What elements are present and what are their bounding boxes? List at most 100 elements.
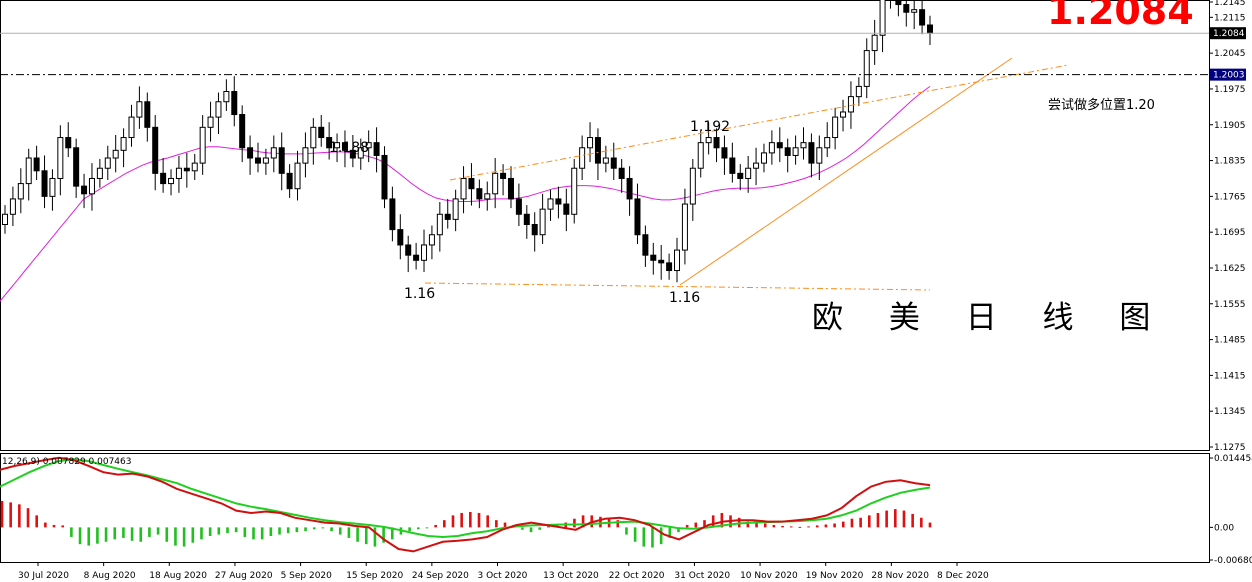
macd-histogram-bar [529,527,533,533]
candle-body [286,172,293,190]
candle-body [247,147,254,159]
macd-tick-label: -0.006800 [1214,556,1252,566]
macd-histogram-bar [96,527,99,544]
macd-histogram-bar [44,522,47,528]
candle-body [136,101,143,118]
candle-body [824,137,831,149]
candle-body [911,9,918,13]
macd-histogram-bar [755,522,758,528]
macd-histogram-bar [902,510,906,528]
macd-histogram-bar [321,527,325,529]
candle-body [626,177,633,200]
macd-histogram-bar [416,527,420,530]
time-tick-label: 3 Oct 2020 [478,571,528,581]
time-tick-label: 27 Aug 2020 [215,571,273,581]
macd-histogram-bar [156,527,160,535]
macd-histogram-bar [364,527,368,545]
macd-histogram-bar [850,518,854,528]
candle-body [713,137,720,149]
candle-body [642,234,649,256]
macd-histogram-bar [694,522,698,528]
price-tick-label: 1.1485 [1214,336,1246,346]
candle-body [832,116,839,139]
macd-histogram-bar [200,527,203,540]
macd-histogram-bar [443,520,446,528]
candle-body [17,183,24,200]
price-tick-label: 1.1835 [1214,157,1246,167]
candle-body [405,244,412,256]
macd-histogram-bar [859,517,862,528]
macd-histogram-bar [260,527,264,540]
candle-body [460,177,467,200]
candle-body [160,172,167,185]
macd-histogram-bar [495,520,498,528]
candle-body [507,177,514,200]
candle-body [452,198,459,220]
macd-histogram-bar [330,527,333,532]
candle-body [500,172,507,179]
indicator-label: 12,26,9) 0.007829 0.007463 [2,457,131,467]
price-tick-label: 1.1765 [1214,192,1246,202]
candle-body [650,254,657,261]
big-price-label: 1.2084 [1047,0,1194,33]
candle-body [784,147,791,156]
macd-histogram-bar [486,515,489,528]
macd-histogram-bar [165,527,169,542]
macd-histogram-bar [87,527,91,546]
candle-body [318,126,325,139]
candle-body [539,208,546,236]
macd-histogram-bar [234,527,238,533]
macd-histogram-bar [581,515,585,528]
candle-body [341,142,348,151]
price-tick-label: 1.1345 [1214,407,1246,417]
candle-body [81,185,88,195]
candle-body [523,213,530,225]
time-tick-label: 8 Aug 2020 [84,571,136,581]
candle-body [547,198,554,210]
macd-histogram-bar [70,527,73,537]
candle-body [112,149,119,159]
macd-histogram-bar [139,527,143,542]
candle-body [223,91,230,103]
macd-histogram-bar [798,526,802,528]
price-tick-label: 1.1905 [1214,121,1246,131]
macd-histogram-bar [772,524,776,528]
candle-body [555,198,562,205]
candle-body [120,137,127,151]
candle-body [444,213,451,220]
candle-body [128,116,135,139]
candle-body [697,142,704,169]
candle-body [903,4,910,13]
candle-body [168,177,175,185]
macd-histogram-bar [789,526,793,528]
macd-histogram-bar [711,515,715,528]
macd-histogram-bar [191,527,195,543]
candle-body [919,9,926,26]
macd-histogram-bar [182,527,186,547]
time-tick-label: 22 Oct 2020 [609,571,665,581]
candle-body [310,126,317,149]
candle-body [776,142,783,149]
candle-body [9,198,16,215]
macd-histogram-bar [911,513,914,528]
macd-histogram-bar [18,504,21,528]
trend-layer [424,57,1069,291]
candle-body [262,157,269,164]
candle-body [357,147,364,159]
macd-histogram-bar [677,527,680,533]
candle-body [847,96,854,113]
macd-layer: 0.014454 0.00 -0.006800 [0,454,1252,566]
macd-histogram-bar [538,527,542,530]
candle-body [349,149,356,159]
candle-body [254,157,261,164]
macd-histogram-bar [824,524,828,528]
annotation-1188: 1.188 [329,140,369,156]
time-tick-label: 13 Oct 2020 [543,571,599,581]
candle-body [476,188,483,200]
macd-histogram-bar [642,527,646,547]
level-price-tag: 1.2003 [1213,71,1245,81]
macd-histogram-bar [26,508,30,528]
candle-body [792,147,799,156]
candle-layer [2,0,933,283]
candle-body [579,147,586,169]
